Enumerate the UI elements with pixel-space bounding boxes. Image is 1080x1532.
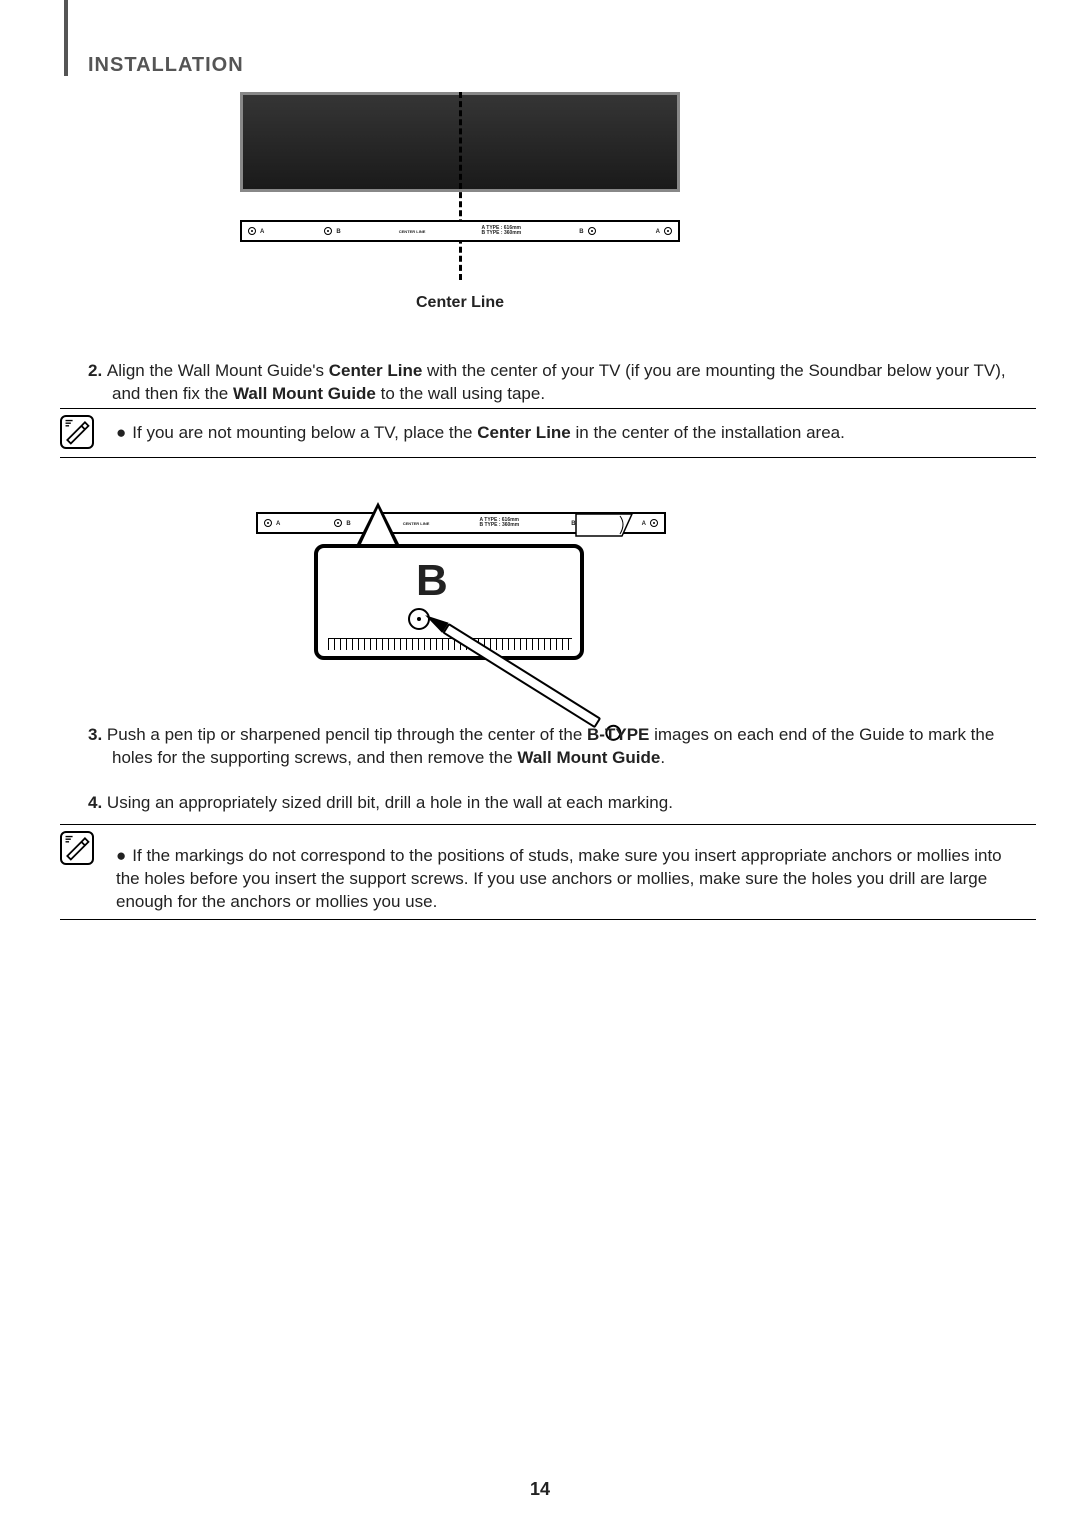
note-2-text: ●If the markings do not correspond to th… <box>116 845 1016 914</box>
step-3-text-a: Push a pen tip or sharpened pencil tip t… <box>107 725 587 744</box>
note-1-text-a: If you are not mounting below a TV, plac… <box>132 423 477 442</box>
note-1: ● If you are not mounting below a TV, pla… <box>60 408 1036 458</box>
hole-a-left-icon <box>248 227 256 235</box>
step-4-number: 4. <box>88 793 102 812</box>
note-icon <box>60 415 94 449</box>
center-line-caption: Center Line <box>240 294 680 312</box>
label-center-line-2: CENTER LINE <box>403 521 430 526</box>
label-center-line: CENTER LINE <box>399 229 426 234</box>
label-a-right: A <box>656 229 660 235</box>
callout-triangle <box>356 502 400 546</box>
label-a-left: A <box>260 229 264 235</box>
step-2-number: 2. <box>88 361 102 380</box>
wall-mount-guide-strip-2: A B CENTER LINE A TYPE : 616mm B TYPE : … <box>256 512 666 534</box>
note-2: ●If the markings do not correspond to th… <box>60 824 1036 920</box>
figure-pen-marking: A B CENTER LINE A TYPE : 616mm B TYPE : … <box>256 484 666 702</box>
step-2: 2. Align the Wall Mount Guide's Center L… <box>88 360 1032 406</box>
step-2-text-a: Align the Wall Mount Guide's <box>107 361 329 380</box>
type-b-text-2: B TYPE : 360mm <box>479 522 519 528</box>
step-2-bold-1: Center Line <box>329 361 423 380</box>
step-3-bold-1: B-TYPE <box>587 725 649 744</box>
label-a-right-2: A <box>642 521 646 527</box>
step-3: 3. Push a pen tip or sharpened pencil ti… <box>88 724 1032 770</box>
type-b-text: B TYPE : 360mm <box>481 230 521 236</box>
hole-a-right-icon <box>664 227 672 235</box>
type-dimensions-2: A TYPE : 616mm B TYPE : 360mm <box>479 518 519 529</box>
hole-a-left-icon-2 <box>264 519 272 527</box>
step-4-text: Using an appropriately sized drill bit, … <box>107 793 673 812</box>
hole-b-left-icon-2 <box>334 519 342 527</box>
big-b-label: B <box>416 556 448 606</box>
step-3-bold-2: Wall Mount Guide <box>517 748 660 767</box>
bullet-icon-2: ● <box>116 845 126 868</box>
step-3-number: 3. <box>88 725 102 744</box>
note-1-bold: Center Line <box>477 423 571 442</box>
step-4: 4. Using an appropriately sized drill bi… <box>88 792 1032 815</box>
label-b-left-2: B <box>346 521 350 527</box>
hole-a-right-icon-2 <box>650 519 658 527</box>
figure-tv-centerline: A B CENTER LINE A TYPE : 616mm B TYPE : … <box>240 92 680 312</box>
note-icon-2 <box>60 831 94 865</box>
label-b-right: B <box>579 229 583 235</box>
label-b-left: B <box>336 229 340 235</box>
note-1-text: ● If you are not mounting below a TV, pla… <box>116 423 1016 443</box>
note-2-body: If the markings do not correspond to the… <box>116 846 1002 911</box>
type-dimensions: A TYPE : 616mm B TYPE : 360mm <box>481 226 521 237</box>
paper-tear-icon <box>574 512 634 538</box>
hole-b-right-icon <box>588 227 596 235</box>
center-line-dashed <box>459 92 462 280</box>
bullet-icon: ● <box>116 423 126 443</box>
wall-mount-guide-strip: A B CENTER LINE A TYPE : 616mm B TYPE : … <box>240 220 680 242</box>
page-number: 14 <box>0 1479 1080 1500</box>
section-title: INSTALLATION <box>88 54 244 77</box>
step-3-text-c: . <box>660 748 665 767</box>
hole-b-left-icon <box>324 227 332 235</box>
label-a-left-2: A <box>276 521 280 527</box>
step-2-bold-2: Wall Mount Guide <box>233 384 376 403</box>
step-2-text-c: to the wall using tape. <box>376 384 545 403</box>
header-rule <box>64 0 68 76</box>
note-1-text-b: in the center of the installation area. <box>571 423 845 442</box>
